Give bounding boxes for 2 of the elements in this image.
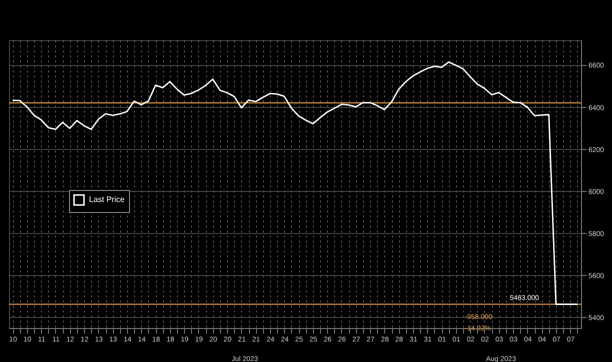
legend-label: Last Price	[89, 195, 126, 204]
line-series	[12, 61, 578, 305]
